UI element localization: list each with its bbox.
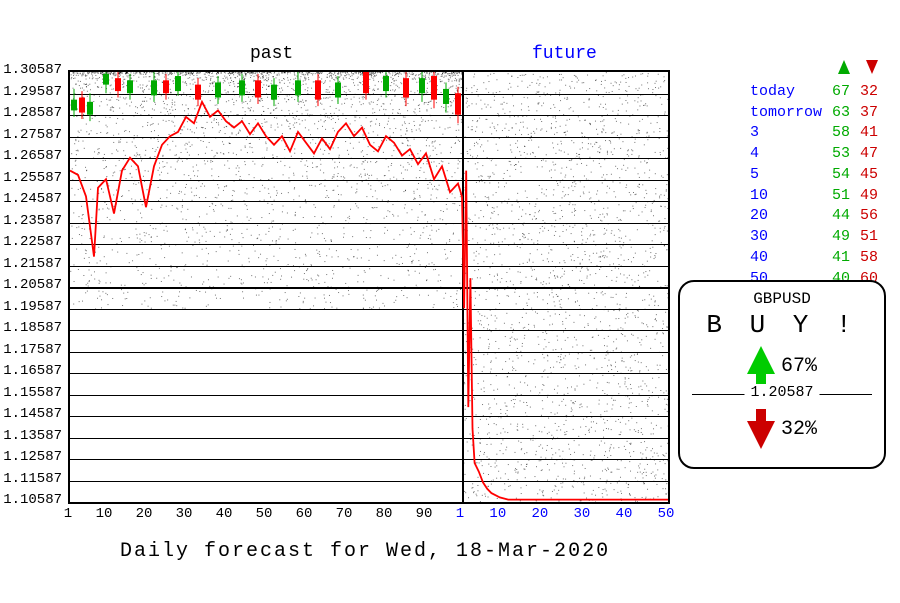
- big-down-arrow-icon: [747, 421, 775, 449]
- forecast-row: 35841: [746, 124, 882, 143]
- xaxis-label-past: 1: [64, 506, 72, 522]
- forecast-label: 4: [746, 145, 826, 164]
- forecast-label: 30: [746, 228, 826, 247]
- yaxis-label: 1.10587: [0, 492, 62, 508]
- xaxis-label-past: 90: [416, 506, 433, 522]
- xaxis-label-past: 10: [96, 506, 113, 522]
- forecast-dn: 51: [856, 228, 882, 247]
- xaxis-label-future: 10: [489, 506, 506, 522]
- forecast-row: 45347: [746, 145, 882, 164]
- yaxis-label: 1.15587: [0, 385, 62, 401]
- yaxis-label: 1.13587: [0, 428, 62, 444]
- xaxis-label-past: 40: [216, 506, 233, 522]
- reco-symbol: GBPUSD: [686, 290, 878, 308]
- yaxis-label: 1.18587: [0, 320, 62, 336]
- forecast-label: 5: [746, 166, 826, 185]
- yaxis-label: 1.12587: [0, 449, 62, 465]
- forecast-dn: 41: [856, 124, 882, 143]
- forecast-up: 58: [828, 124, 854, 143]
- xaxis-label-past: 50: [256, 506, 273, 522]
- big-up-arrow-icon: [747, 346, 775, 374]
- xaxis-label-past: 20: [136, 506, 153, 522]
- forecast-row: today6732: [746, 83, 882, 102]
- header-past: past: [250, 44, 293, 64]
- forecast-up: 54: [828, 166, 854, 185]
- yaxis-label: 1.26587: [0, 148, 62, 164]
- yaxis-label: 1.29587: [0, 84, 62, 100]
- yaxis-label: 1.28587: [0, 105, 62, 121]
- yaxis-label: 1.25587: [0, 170, 62, 186]
- chart-svg: [70, 72, 668, 502]
- forecast-dn: 37: [856, 104, 882, 123]
- recommendation-box: GBPUSD B U Y ! 67% 1.20587 32%: [678, 280, 886, 469]
- forecast-label: today: [746, 83, 826, 102]
- forecast-dn: 56: [856, 207, 882, 226]
- reco-dn-pct: 32%: [781, 418, 817, 441]
- forecast-label: 20: [746, 207, 826, 226]
- yaxis-label: 1.20587: [0, 277, 62, 293]
- forecast-table: today6732tomorrow63373584145347554451051…: [744, 58, 884, 290]
- forecast-up: 44: [828, 207, 854, 226]
- forecast-dn: 49: [856, 187, 882, 206]
- xaxis-label-future: 1: [456, 506, 464, 522]
- xaxis-label-future: 50: [658, 506, 675, 522]
- chart-area: [68, 70, 670, 504]
- yaxis-label: 1.16587: [0, 363, 62, 379]
- yaxis-label: 1.21587: [0, 256, 62, 272]
- yaxis-label: 1.23587: [0, 213, 62, 229]
- forecast-row: 204456: [746, 207, 882, 226]
- forecast-up: 53: [828, 145, 854, 164]
- xaxis-label-past: 30: [176, 506, 193, 522]
- forecast-label: 10: [746, 187, 826, 206]
- yaxis-label: 1.17587: [0, 342, 62, 358]
- xaxis-label-future: 20: [531, 506, 548, 522]
- xaxis-label-future: 30: [574, 506, 591, 522]
- forecast-up: 49: [828, 228, 854, 247]
- yaxis-label: 1.24587: [0, 191, 62, 207]
- forecast-up: 51: [828, 187, 854, 206]
- xaxis-label-past: 80: [376, 506, 393, 522]
- forecast-up: 41: [828, 249, 854, 268]
- arrow-up-icon: [828, 60, 854, 81]
- forecast-label: tomorrow: [746, 104, 826, 123]
- forecast-dn: 47: [856, 145, 882, 164]
- forecast-row: 105149: [746, 187, 882, 206]
- yaxis-label: 1.27587: [0, 127, 62, 143]
- chart-caption: Daily forecast for Wed, 18-Mar-2020: [120, 540, 610, 563]
- reco-action: B U Y !: [686, 310, 878, 340]
- yaxis-label: 1.14587: [0, 406, 62, 422]
- forecast-up: 63: [828, 104, 854, 123]
- yaxis-label: 1.22587: [0, 234, 62, 250]
- forecast-dn: 32: [856, 83, 882, 102]
- reco-price: 1.20587: [744, 384, 819, 401]
- forecast-row: tomorrow6337: [746, 104, 882, 123]
- xaxis-label-past: 60: [296, 506, 313, 522]
- xaxis-label-future: 40: [616, 506, 633, 522]
- forecast-label: 40: [746, 249, 826, 268]
- reco-up-pct: 67%: [781, 355, 817, 378]
- forecast-row: 55445: [746, 166, 882, 185]
- yaxis-label: 1.11587: [0, 471, 62, 487]
- forecast-dn: 45: [856, 166, 882, 185]
- forecast-label: 3: [746, 124, 826, 143]
- yaxis-label: 1.19587: [0, 299, 62, 315]
- arrow-down-icon: [856, 60, 882, 81]
- forecast-dn: 58: [856, 249, 882, 268]
- xaxis-label-past: 70: [336, 506, 353, 522]
- forecast-up: 67: [828, 83, 854, 102]
- header-future: future: [532, 44, 597, 64]
- forecast-row: 304951: [746, 228, 882, 247]
- yaxis-label: 1.30587: [0, 62, 62, 78]
- forecast-row: 404158: [746, 249, 882, 268]
